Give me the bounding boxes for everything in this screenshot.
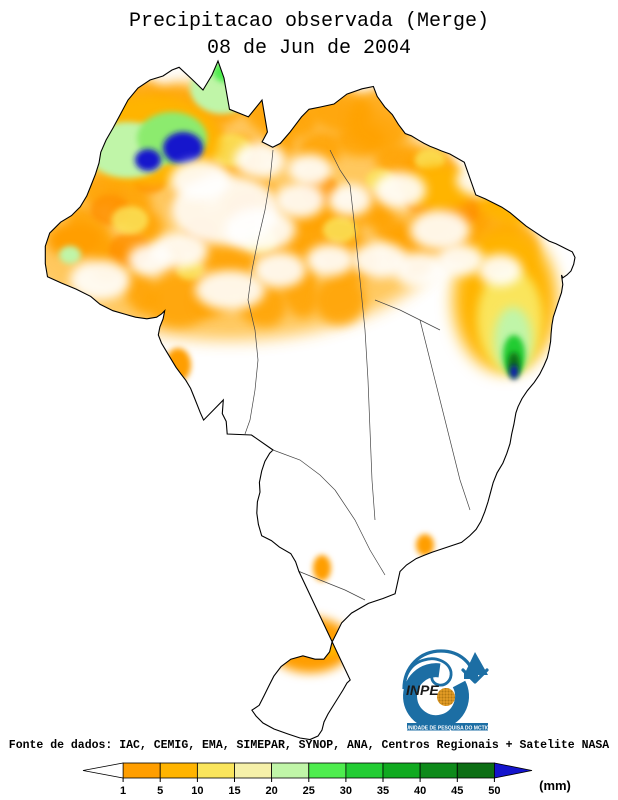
svg-text:45: 45 bbox=[451, 785, 463, 797]
svg-text:15: 15 bbox=[228, 785, 240, 797]
svg-text:1: 1 bbox=[120, 785, 126, 797]
svg-text:5: 5 bbox=[157, 785, 163, 797]
svg-text:(mm): (mm) bbox=[539, 778, 571, 793]
svg-text:35: 35 bbox=[377, 785, 389, 797]
svg-text:50: 50 bbox=[488, 785, 500, 797]
svg-text:30: 30 bbox=[340, 785, 352, 797]
svg-text:20: 20 bbox=[265, 785, 277, 797]
svg-text:25: 25 bbox=[303, 785, 315, 797]
svg-text:10: 10 bbox=[191, 785, 203, 797]
svg-text:40: 40 bbox=[414, 785, 426, 797]
